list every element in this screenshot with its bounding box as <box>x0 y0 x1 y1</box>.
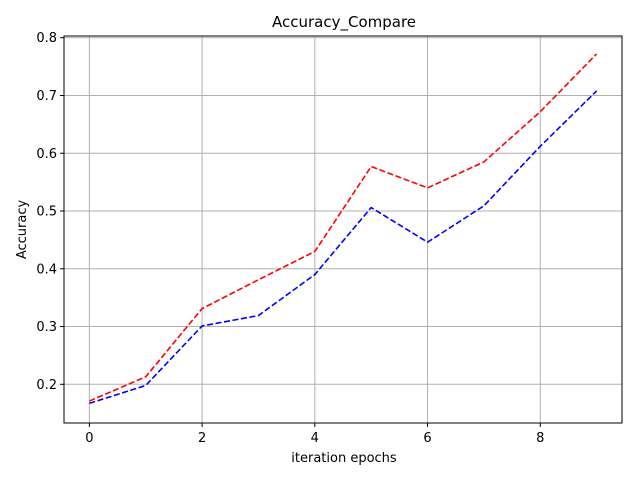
x-tick-label: 2 <box>198 431 206 446</box>
series-line-2 <box>89 90 598 405</box>
y-axis-label: Accuracy <box>15 200 30 260</box>
plot-frame <box>63 35 623 424</box>
series-line-1 <box>89 53 598 402</box>
x-tick-label: 6 <box>423 431 431 446</box>
y-tick-label: 0.3 <box>36 320 57 335</box>
x-tick-label: 8 <box>536 431 544 446</box>
y-tick-label: 0.6 <box>36 147 57 162</box>
x-tick-label: 4 <box>311 431 319 446</box>
y-tick-label: 0.4 <box>36 262 57 277</box>
y-tick-label: 0.7 <box>36 89 57 104</box>
y-tick-label: 0.2 <box>36 378 57 393</box>
chart-title: Accuracy_Compare <box>272 13 416 32</box>
x-tick-label: 0 <box>85 431 93 446</box>
grid <box>64 36 622 423</box>
y-tick-label: 0.5 <box>36 205 57 220</box>
y-tick-label: 0.8 <box>36 31 57 46</box>
ticks: 0 2 4 6 8 0.2 0.3 0.4 0.5 0.6 0.7 0.8 <box>36 31 544 446</box>
x-axis-label: iteration epochs <box>291 451 397 466</box>
series-layer <box>89 53 598 405</box>
